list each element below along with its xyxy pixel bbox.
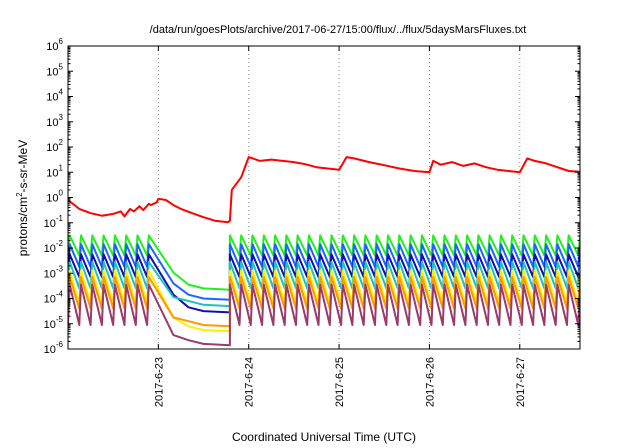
- x-tick-label: 2017-6-26: [424, 357, 436, 407]
- x-tick-label: 2017-6-25: [334, 357, 346, 407]
- chart: /data/run/goesPlots/archive/2017-06-27/1…: [0, 0, 640, 448]
- y-tick-label: 10-3: [44, 264, 64, 280]
- y-axis-label: protons/cm2-s-sr-MeV: [15, 140, 30, 256]
- x-axis: 2017-6-23 2017-6-24 2017-6-25 2017-6-26 2017…: [153, 46, 526, 407]
- y-tick-label: 102: [46, 138, 63, 154]
- series-layer: [68, 157, 580, 345]
- y-tick-label: 10-4: [44, 290, 64, 306]
- y-tick-label: 10-2: [44, 239, 64, 255]
- y-tick-label: 10-6: [44, 340, 64, 356]
- y-tick-label: 106: [46, 37, 63, 53]
- y-tick-label: 105: [46, 62, 63, 78]
- y-tick-label: 100: [46, 189, 63, 205]
- x-axis-label: Coordinated Universal Time (UTC): [232, 430, 416, 444]
- y-tick-label: 10-1: [44, 214, 64, 230]
- x-tick-label: 2017-6-23: [153, 357, 165, 407]
- series-line-0: [68, 157, 580, 222]
- y-tick-label: 104: [46, 88, 63, 104]
- chart-title: /data/run/goesPlots/archive/2017-06-27/1…: [150, 24, 527, 36]
- y-tick-label: 10-5: [44, 315, 64, 331]
- y-tick-label: 101: [46, 163, 63, 179]
- x-tick-label: 2017-6-27: [515, 357, 527, 407]
- x-tick-label: 2017-6-24: [244, 357, 256, 407]
- y-tick-label: 103: [46, 113, 63, 129]
